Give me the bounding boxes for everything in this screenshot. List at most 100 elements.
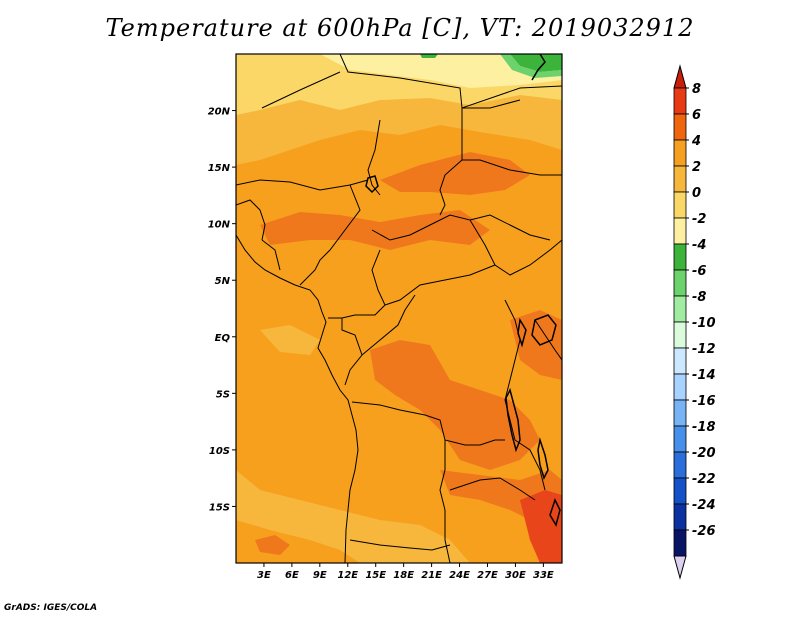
border-sahel-1	[236, 179, 369, 191]
border-drc-south	[351, 401, 505, 446]
border-ssudan	[469, 214, 551, 241]
y-tick-label: EQ	[215, 333, 231, 344]
y-tick-label: 10S	[209, 446, 230, 457]
colorbar-swatch	[673, 373, 687, 401]
border-egypt-sudan	[462, 99, 521, 109]
colorbar-label: -22	[692, 472, 716, 487]
colorbar-swatch	[673, 87, 687, 115]
field-warm-congo	[370, 340, 540, 470]
lake-outlines	[365, 54, 561, 527]
x-tick-label: 6E	[285, 570, 299, 581]
x-tick-label: 21E	[421, 570, 442, 581]
border-north-4	[439, 108, 463, 216]
border-west-2	[261, 239, 281, 271]
colorbar-swatch	[673, 113, 687, 141]
colorbar-swatch	[673, 295, 687, 323]
colorbar-swatch	[673, 139, 687, 167]
grads-credit: GrADS: IGES/COLA	[4, 603, 98, 613]
coastline-west-africa	[236, 234, 359, 563]
x-tick-label: 12E	[337, 570, 358, 581]
temperature-field	[236, 54, 562, 563]
border-car	[371, 214, 562, 276]
map-frame	[235, 53, 563, 564]
x-tick-label: 27E	[477, 570, 498, 581]
lake-east-1	[549, 498, 561, 527]
border-west-1	[236, 199, 266, 241]
colorbar-swatch	[673, 191, 687, 219]
colorbar-swatch	[673, 399, 687, 427]
field-warm-east	[510, 310, 562, 380]
lake-tanganyika	[505, 387, 521, 453]
x-tick-label: 15E	[365, 570, 386, 581]
lake-albert	[517, 317, 527, 348]
lake-chad	[365, 175, 379, 194]
border-north-1	[339, 54, 562, 109]
colorbar-label: -10	[692, 316, 716, 331]
lake-victoria	[531, 314, 557, 346]
colorbar-label: -4	[692, 238, 706, 253]
colorbar-bottom-arrow	[673, 555, 687, 580]
border-north-2	[261, 71, 341, 109]
colorbar-swatch	[673, 165, 687, 193]
colorbar-swatch	[673, 451, 687, 479]
border-east-1	[504, 299, 521, 441]
y-tick-label: 10N	[208, 220, 231, 231]
colorbar-label: 2	[692, 160, 701, 175]
field-warm-sw-spot	[255, 535, 290, 555]
field-cool-coast	[260, 325, 320, 355]
x-tick-label: 18E	[393, 570, 414, 581]
border-angola-east	[439, 440, 451, 563]
border-sudan-south	[462, 159, 562, 176]
colorbar-label: -26	[692, 524, 716, 539]
colorbar-label: 8	[692, 82, 701, 97]
border-sahel-2	[299, 184, 361, 286]
y-axis: 20N 15N 10N 5N EQ 5S 10S 15S	[208, 107, 236, 513]
colorbar-label: -2	[692, 212, 706, 227]
border-east-2	[534, 319, 562, 361]
border-drc-west	[361, 294, 416, 356]
colorbar-label: -8	[692, 290, 706, 305]
field-coolest-north	[320, 54, 562, 88]
colorbar-swatch	[673, 529, 687, 557]
colorbar-swatch	[673, 477, 687, 505]
border-congo	[384, 264, 496, 306]
colorbar-label: -14	[692, 368, 716, 383]
political-borders	[236, 54, 562, 563]
field-green-top	[420, 54, 438, 58]
colorbar-label: -12	[692, 342, 716, 357]
border-namibia	[349, 539, 451, 551]
colorbar-swatch	[673, 503, 687, 531]
field-light-green-ne	[500, 54, 562, 78]
colorbar-label: -18	[692, 420, 716, 435]
colorbar-label: -16	[692, 394, 716, 409]
x-tick-label: 33E	[533, 570, 554, 581]
y-tick-label: 5N	[215, 276, 231, 287]
field-warm-sahel	[380, 152, 530, 195]
plot-border	[235, 53, 563, 564]
colorbar: 8 6 4 2 0 -2 -4 -6 -8 -10 -12 -14 -16 -18 -20 -22 -24 -26	[673, 64, 716, 580]
x-tick-label: 24E	[449, 570, 470, 581]
red-sea-coast	[531, 54, 546, 81]
x-tick-label: 9E	[313, 570, 327, 581]
y-tick-label: 20N	[208, 107, 231, 118]
colorbar-label: 0	[692, 186, 701, 201]
field-warm-band	[260, 210, 490, 250]
x-tick-label: 30E	[505, 570, 526, 581]
colorbar-swatch	[673, 321, 687, 349]
x-tick-label: 3E	[257, 570, 271, 581]
colorbar-label: -24	[692, 498, 716, 513]
colorbar-swatch	[673, 243, 687, 271]
colorbar-label: -20	[692, 446, 716, 461]
y-tick-label: 5S	[216, 389, 230, 400]
border-cameroon	[328, 249, 386, 319]
map-title: Temperature at 600hPa [C], VT: 201903291…	[105, 14, 695, 42]
border-gabon	[341, 318, 363, 386]
colorbar-label: 6	[692, 108, 701, 123]
border-zambia	[449, 477, 536, 501]
colorbar-swatch	[673, 217, 687, 245]
field-green-ne	[510, 54, 562, 72]
colorbar-swatch	[673, 425, 687, 453]
colorbar-swatch	[673, 347, 687, 375]
y-tick-label: 15N	[208, 163, 231, 174]
